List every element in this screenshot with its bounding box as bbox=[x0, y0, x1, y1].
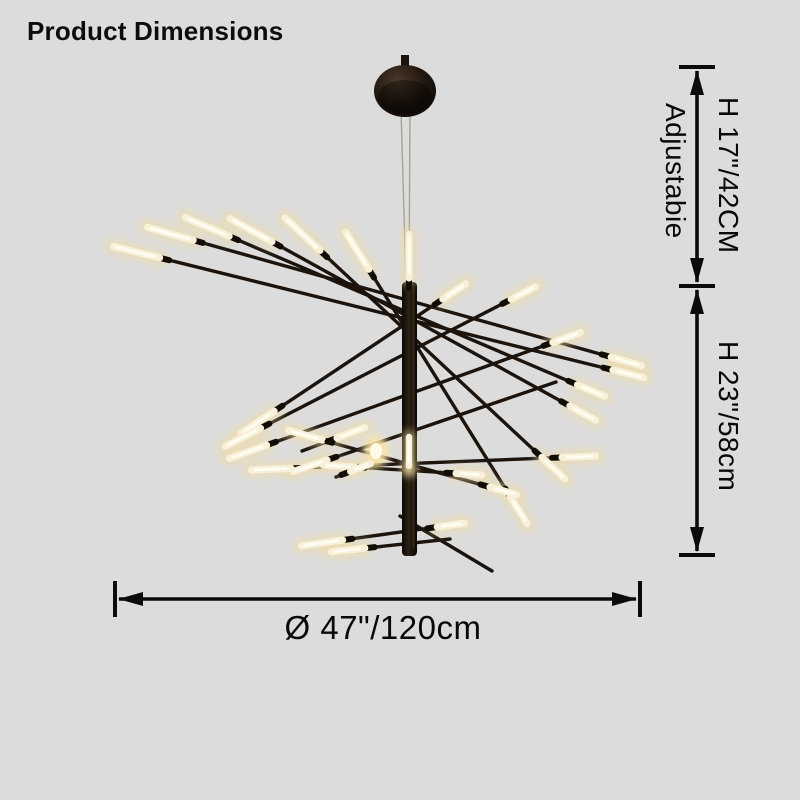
diameter-label: Ø 47"/120cm bbox=[284, 609, 482, 646]
vertical-dimension bbox=[679, 284, 715, 557]
ceiling-canopy bbox=[374, 65, 436, 117]
horizontal-dimension bbox=[113, 581, 642, 617]
chandelier-arms bbox=[153, 232, 617, 573]
fixture-height-label: H 23"/58cm bbox=[713, 341, 744, 492]
led-tubes bbox=[109, 213, 648, 556]
height-adjustable-label: H 17"/42CM bbox=[713, 97, 744, 254]
adjustable-label: Adjustabie bbox=[660, 103, 691, 239]
central-rod bbox=[402, 282, 417, 556]
canopy-stub bbox=[401, 55, 409, 69]
page-title: Product Dimensions bbox=[27, 16, 284, 46]
